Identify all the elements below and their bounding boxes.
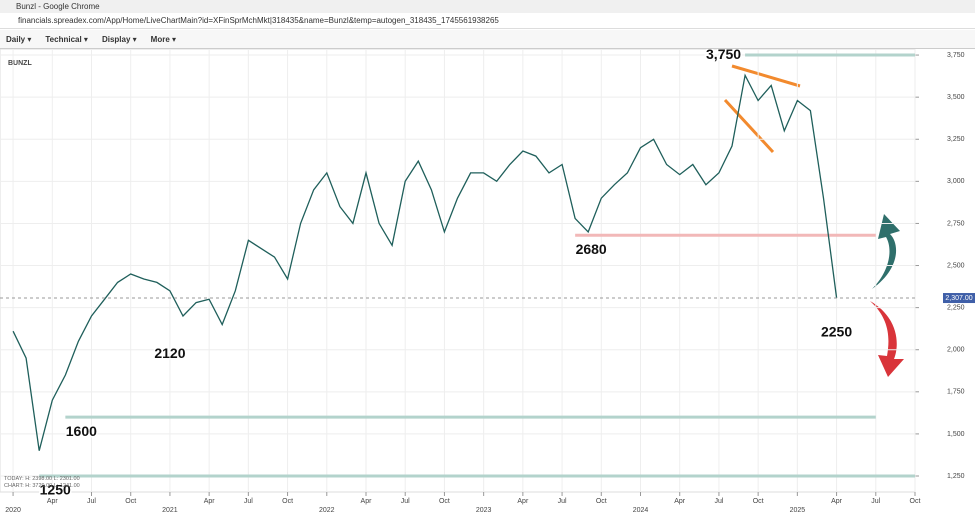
y-tick-label: 1,250 [947, 473, 965, 480]
info-panel: TODAY: H: 2398.00 L: 2301.00 CHART: H: 3… [4, 476, 80, 490]
x-tick-label: Jul [558, 498, 567, 505]
x-tick-label: Oct [439, 498, 450, 505]
info-label: TODAY: [4, 476, 24, 482]
last-price-badge [943, 293, 975, 304]
info-label: CHART: [4, 483, 24, 489]
y-tick-label: 3,000 [947, 178, 965, 185]
x-tick-label: Jul [244, 498, 253, 505]
y-tick-label: 3,250 [947, 136, 965, 143]
level-label: 1600 [66, 423, 97, 439]
y-tick-label: 2,500 [947, 262, 965, 269]
chart: BUNZL 1,250 1,500 1,750 2,000 2,250 2,500 2,75… [0, 49, 975, 514]
x-tick-label: Oct [125, 498, 136, 505]
y-tick-label: 1,750 [947, 389, 965, 396]
info-value: H: 2398.00 L: 2301.00 [25, 476, 80, 482]
x-tick-label: Oct [753, 498, 764, 505]
annotation: 2120 [154, 345, 185, 361]
y-tick-label: 2,250 [947, 304, 965, 311]
x-tick-label: Oct [596, 498, 607, 505]
x-tick-label: Jul [401, 498, 410, 505]
up-arrow [872, 214, 900, 289]
wedge-line [731, 64, 801, 88]
down-arrow [870, 301, 904, 377]
level-label: 2680 [576, 241, 607, 257]
x-tick-label: Jul [87, 498, 96, 505]
x-tick-label: Jul [871, 498, 880, 505]
menu[interactable]: Technical [45, 35, 88, 44]
x-tick-label: 2024 [633, 507, 649, 514]
x-tick-label: Apr [361, 498, 373, 505]
info-value: H: 3729.00 L: 1241.00 [25, 483, 80, 489]
last-price-label: 2,307.00 [945, 295, 972, 302]
level-label: 3,750 [706, 49, 741, 62]
window-title: Bunzl - Google Chrome [0, 0, 975, 13]
x-tick-label: Apr [674, 498, 686, 505]
y-tick-label: 1,500 [947, 431, 965, 438]
toolbar: Daily Technical Display More [0, 30, 975, 49]
y-tick-label: 3,500 [947, 94, 965, 101]
menu[interactable]: Daily [6, 35, 31, 44]
y-tick-label: 2,750 [947, 220, 965, 227]
y-tick-label: 3,750 [947, 52, 965, 59]
url-bar[interactable]: financials.spreadex.com/App/Home/LiveCha… [0, 13, 975, 29]
x-tick-label: 2023 [476, 507, 492, 514]
plot-area [0, 49, 916, 493]
x-tick-label: 2022 [319, 507, 335, 514]
chart-title: BUNZL [8, 60, 32, 67]
menu[interactable]: Display [102, 35, 137, 44]
x-tick-label: Jul [714, 498, 723, 505]
price-line [12, 73, 838, 451]
x-tick-label: Apr [47, 498, 59, 505]
x-tick-label: Oct [282, 498, 293, 505]
x-tick-label: 2020 [5, 507, 21, 514]
y-tick-label: 2,000 [947, 347, 965, 354]
annotation: 2250 [821, 323, 852, 339]
level-label: 1250 [40, 482, 71, 498]
wedge-line [723, 98, 775, 154]
x-tick-label: Apr [204, 498, 216, 505]
menu[interactable]: More [151, 35, 176, 44]
x-tick-label: Oct [910, 498, 921, 505]
x-tick-label: 2021 [162, 507, 178, 514]
x-tick-label: Apr [517, 498, 529, 505]
x-tick-label: 2025 [790, 507, 806, 514]
x-tick-label: Apr [831, 498, 843, 505]
